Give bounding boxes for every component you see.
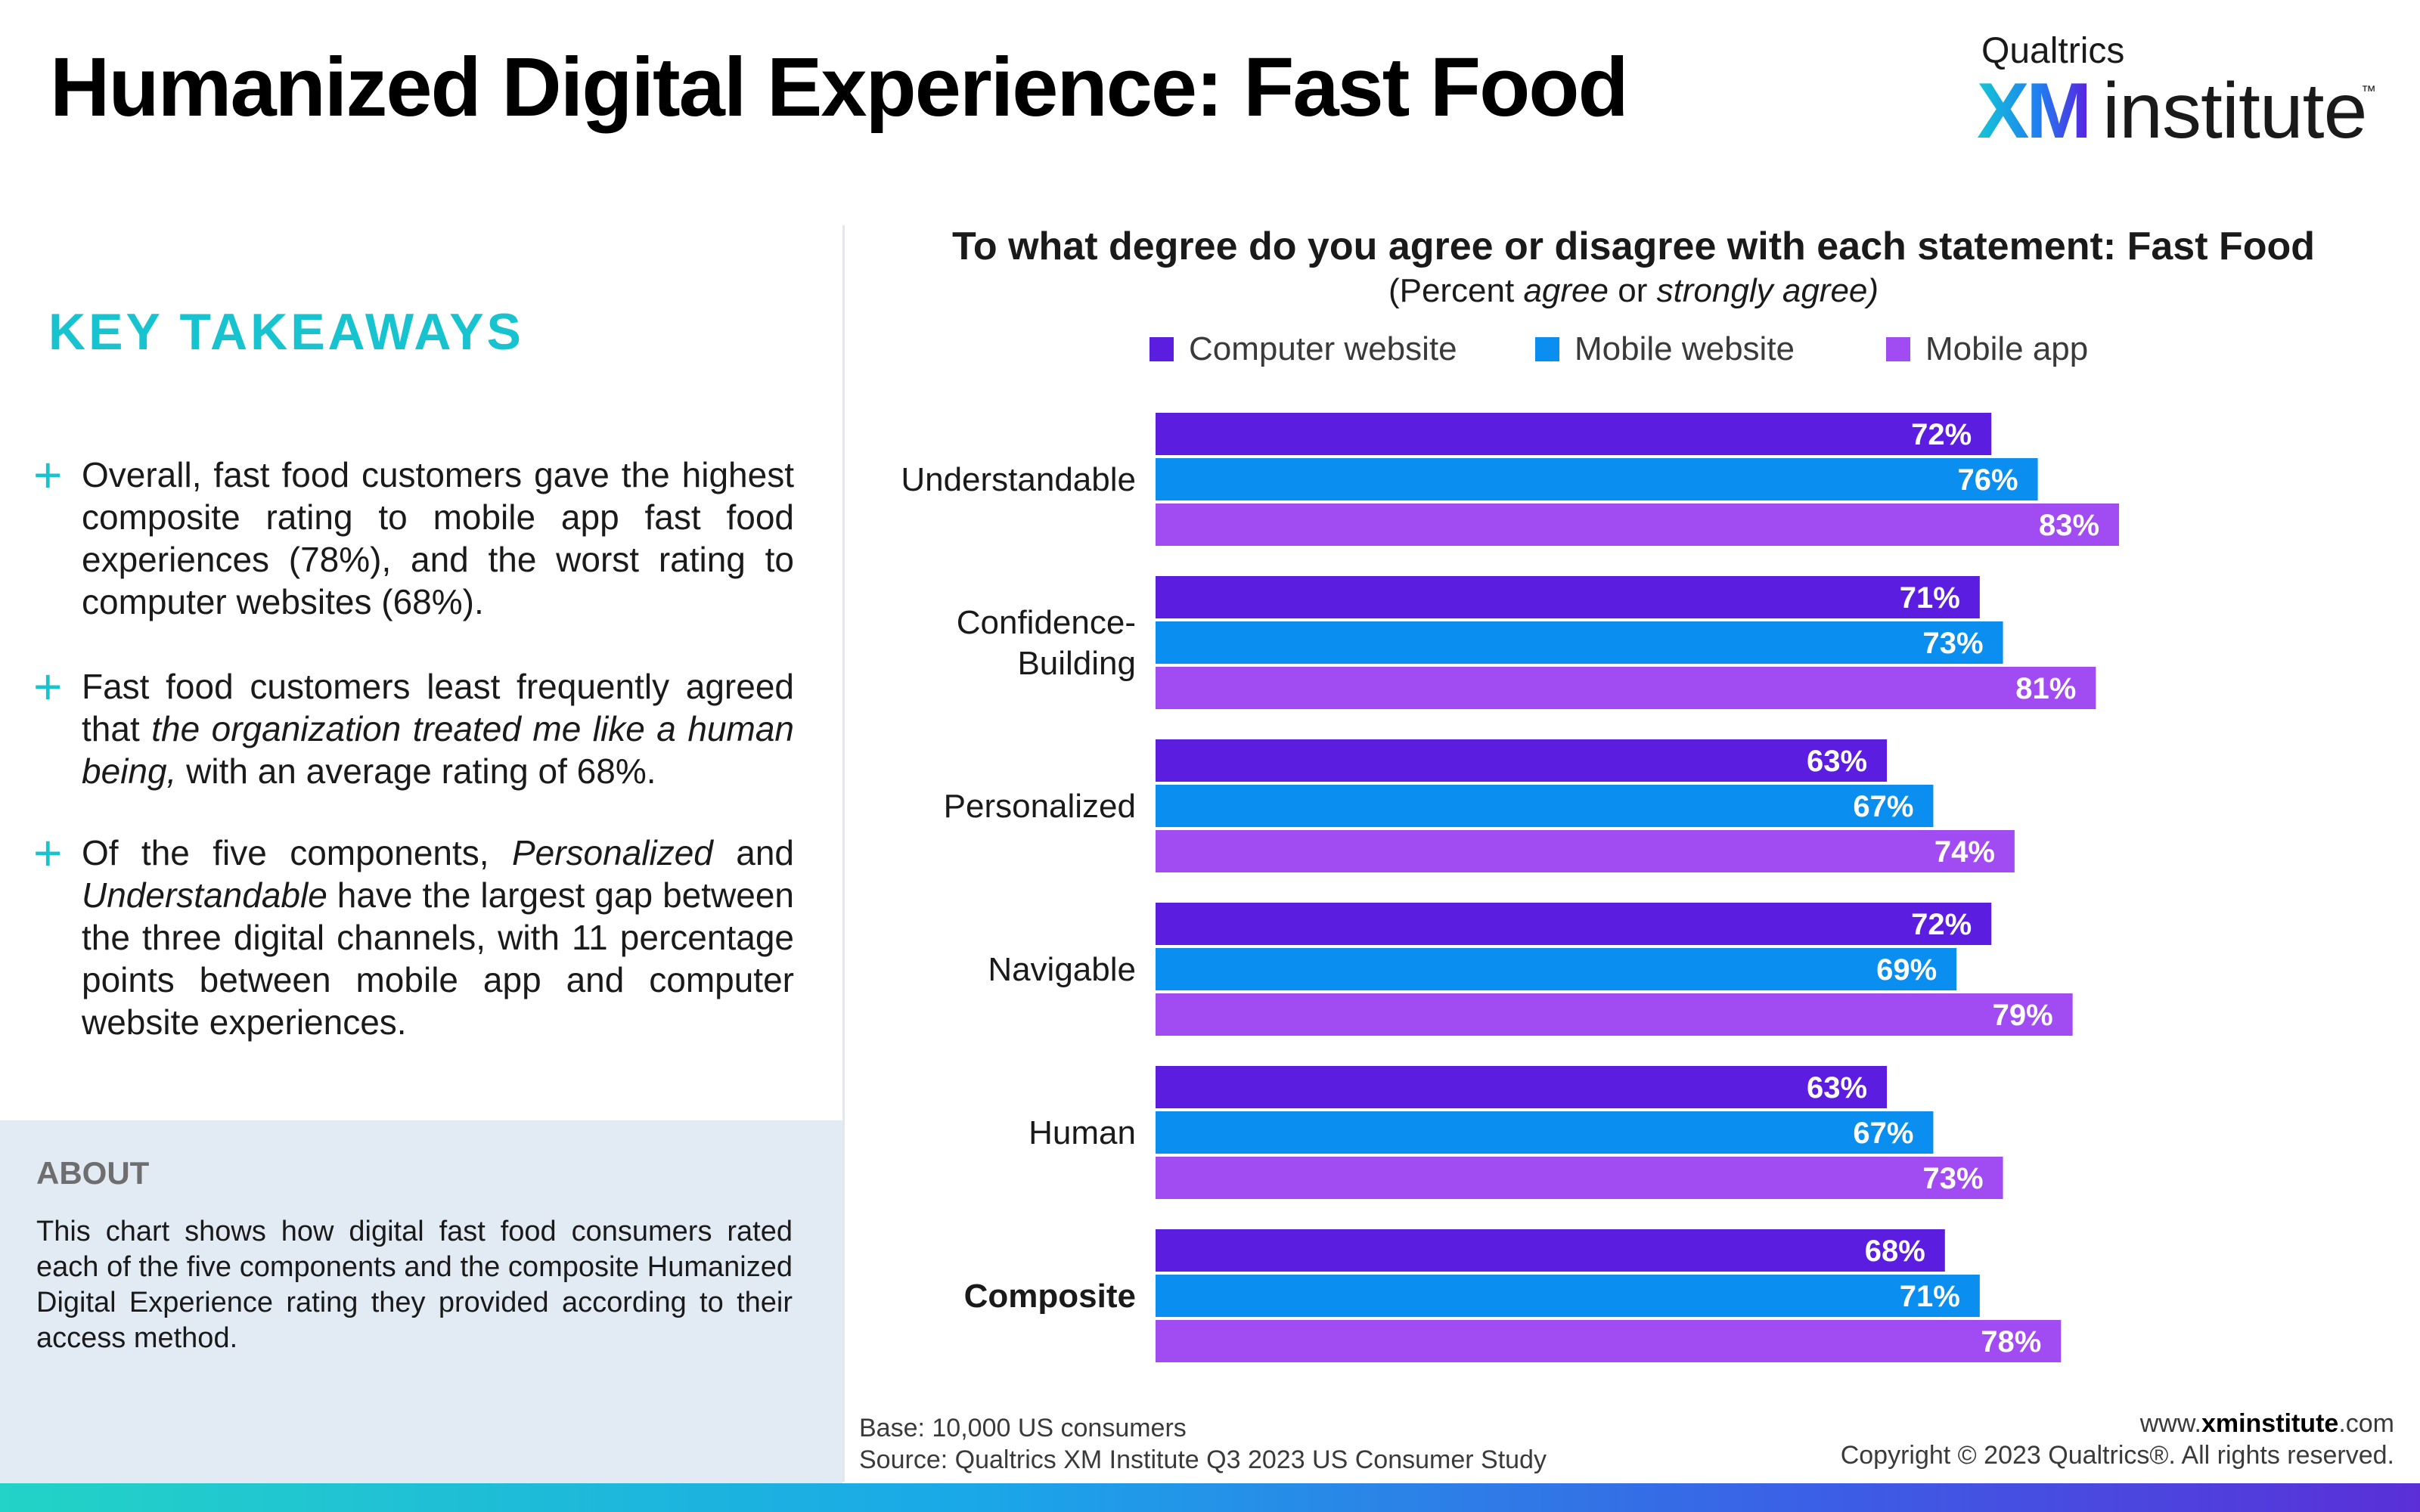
bar-computer-website <box>1156 576 1980 618</box>
category-label: Human <box>1028 1114 1136 1151</box>
bar-value-label: 71% <box>1900 581 1960 615</box>
bar-value-label: 63% <box>1807 1071 1867 1105</box>
bar-mobile-app <box>1156 830 2015 872</box>
source-note: Source: Qualtrics XM Institute Q3 2023 U… <box>859 1445 1547 1474</box>
bar-computer-website <box>1156 413 1992 455</box>
legend-item-mobile-app: Mobile app <box>1886 327 2088 372</box>
legend-swatch <box>1886 337 1910 361</box>
bar-mobile-app <box>1156 667 2096 709</box>
bar-mobile-app <box>1156 503 2120 546</box>
category-label: Composite <box>964 1278 1136 1315</box>
takeaway-text: Overall, fast food customers gave the hi… <box>82 455 794 621</box>
category-label: Navigable <box>988 951 1136 988</box>
category-label: Confidence- <box>957 604 1136 641</box>
chart-subtitle: (Percent agree or strongly agree) <box>1388 272 1879 309</box>
key-takeaways-heading: KEY TAKEAWAYS <box>48 303 524 361</box>
takeaway-text: Fast food customers least frequently agr… <box>82 667 794 791</box>
category-label: Personalized <box>944 788 1136 825</box>
bar-mobile-app <box>1156 1320 2062 1362</box>
bar-computer-website <box>1156 1229 1945 1272</box>
category-label: Understandable <box>901 461 1136 498</box>
bar-value-label: 73% <box>1922 627 1983 660</box>
bar-mobile-app <box>1156 993 2073 1036</box>
about-panel: ABOUT This chart shows how digital fast … <box>0 1120 842 1483</box>
chart-title: To what degree do you agree or disagree … <box>951 225 2316 268</box>
bar-mobile-website <box>1156 458 2038 500</box>
bar-value-label: 74% <box>1934 835 1995 869</box>
logo-xm-text: XM <box>1977 67 2092 155</box>
takeaway-item: + Fast food customers least frequently a… <box>33 658 794 792</box>
bar-computer-website <box>1156 903 1992 945</box>
bar-value-label: 69% <box>1876 953 1937 987</box>
about-heading: ABOUT <box>36 1155 150 1191</box>
takeaway-item: + Overall, fast food customers gave the … <box>33 447 794 623</box>
bar-value-label: 72% <box>1911 908 1972 941</box>
takeaway-text: Of the five components, Personalized and… <box>82 833 795 1042</box>
legend-label: Mobile app <box>1925 330 2089 367</box>
bar-value-label: 73% <box>1922 1162 1983 1195</box>
bar-value-label: 63% <box>1807 745 1867 778</box>
plus-icon: + <box>33 447 63 503</box>
bar-value-label: 76% <box>1958 463 2018 497</box>
footer-source: Base: 10,000 US consumers Source: Qualtr… <box>859 1412 1547 1476</box>
bar-mobile-app <box>1156 1157 2003 1199</box>
legend-item-mobile-website: Mobile website <box>1535 327 1795 372</box>
bar-value-label: 79% <box>1993 999 2053 1032</box>
bar-computer-website <box>1156 1066 1888 1108</box>
footer-copyright: www.xminstitute.com Copyright © 2023 Qua… <box>1841 1408 2394 1471</box>
plus-icon: + <box>33 658 63 714</box>
bar-mobile-website <box>1156 948 1957 990</box>
about-text: This chart shows how digital fast food c… <box>36 1216 793 1354</box>
bar-value-label: 71% <box>1900 1280 1960 1313</box>
legend-label: Computer website <box>1189 330 1457 367</box>
legend-swatch <box>1150 337 1174 361</box>
category-label: Building <box>1017 645 1136 682</box>
xm-institute-logo: Qualtrics XM institute ™ <box>1977 30 2385 155</box>
bar-value-label: 81% <box>2015 672 2076 705</box>
base-note: Base: 10,000 US consumers <box>859 1414 1187 1442</box>
bar-value-label: 78% <box>1981 1325 2041 1359</box>
bar-value-label: 72% <box>1911 418 1972 451</box>
legend-item-computer-website: Computer website <box>1150 327 1457 372</box>
bar-value-label: 83% <box>2039 509 2099 542</box>
bar-mobile-website <box>1156 1275 1980 1317</box>
takeaway-item: + Of the five components, Personalized a… <box>33 825 795 1043</box>
copyright-text: Copyright © 2023 Qualtrics®. All rights … <box>1840 1441 2394 1470</box>
bar-computer-website <box>1156 739 1888 782</box>
logo-qualtrics-text: Qualtrics <box>1981 31 2125 71</box>
logo-trademark: ™ <box>2361 83 2376 100</box>
bar-mobile-website <box>1156 621 2003 664</box>
bar-mobile-website <box>1156 785 1934 827</box>
logo-institute-text: institute <box>2102 67 2367 155</box>
legend-label: Mobile website <box>1575 330 1795 367</box>
bar-value-label: 67% <box>1853 1117 1913 1150</box>
plus-icon: + <box>33 825 63 881</box>
bar-value-label: 67% <box>1853 790 1913 823</box>
page-title: Humanized Digital Experience: Fast Food <box>50 41 1629 134</box>
bar-mobile-website <box>1156 1111 1934 1154</box>
panel-divider <box>842 225 845 1482</box>
legend-swatch <box>1535 337 1559 361</box>
bar-value-label: 68% <box>1865 1235 1925 1268</box>
website-link[interactable]: www.xminstitute.com <box>2139 1409 2394 1438</box>
bottom-gradient-bar <box>0 1483 2420 1512</box>
